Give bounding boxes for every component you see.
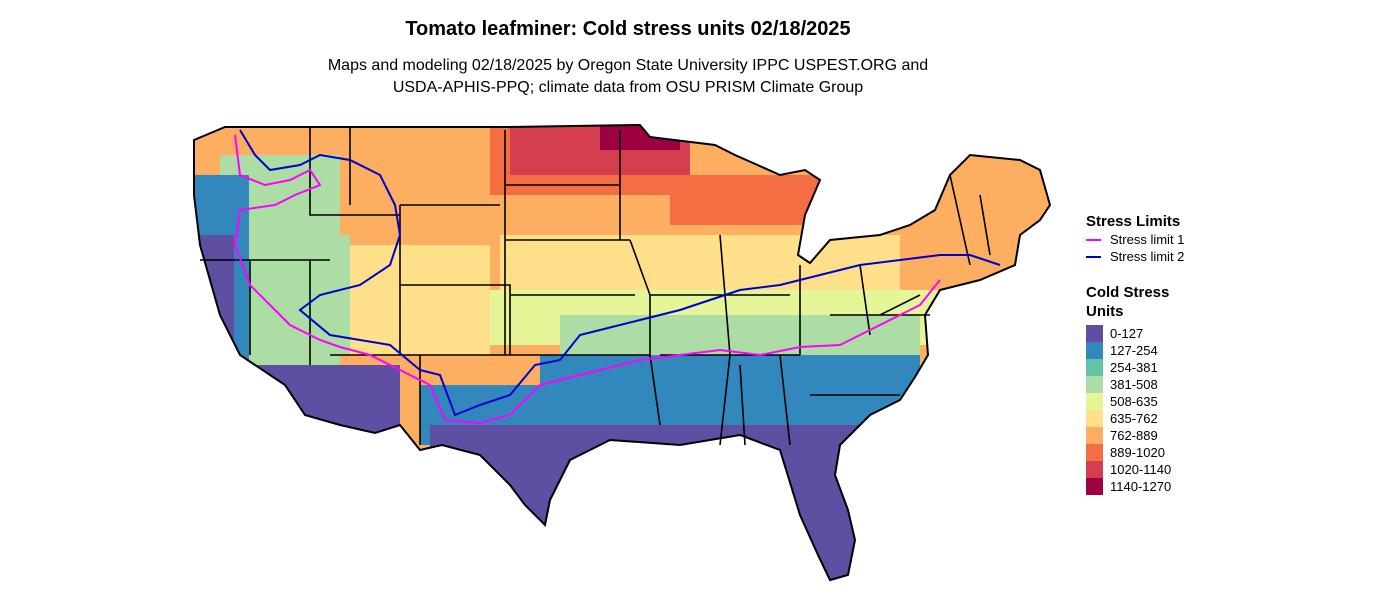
us-cold-stress-map	[180, 115, 1080, 590]
map-subtitle: Maps and modeling 02/18/2025 by Oregon S…	[0, 55, 1256, 99]
subtitle-line-2: USDA-APHIS-PPQ; climate data from OSU PR…	[0, 77, 1256, 99]
legend-color-swatch	[1086, 325, 1103, 342]
legend-line-item: Stress limit 2	[1086, 248, 1184, 265]
legend-color-label: 508-635	[1110, 394, 1158, 409]
legend-color-label: 254-381	[1110, 360, 1158, 375]
legend-color-label: 1140-1270	[1110, 479, 1171, 494]
subtitle-line-1: Maps and modeling 02/18/2025 by Oregon S…	[0, 55, 1256, 77]
legend-color-swatch	[1086, 461, 1103, 478]
legend-color-swatch	[1086, 478, 1103, 495]
cold-stress-units-legend: Cold Stress Units 0-127 127-254 254-381 381…	[1086, 283, 1171, 495]
map-title: Tomato leafminer: Cold stress units 02/1…	[0, 18, 1256, 41]
legend-color-item: 508-635	[1086, 393, 1171, 410]
legend-line-label: Stress limit 1	[1110, 232, 1184, 247]
legend-color-label: 1020-1140	[1110, 462, 1171, 477]
cold-stress-legend-items: 0-127 127-254 254-381 381-508 508-635 635-762…	[1086, 325, 1171, 495]
stress-limits-legend: Stress Limits Stress limit 1 Stress limi…	[1086, 212, 1184, 265]
legend-color-label: 0-127	[1110, 326, 1143, 341]
legend-color-item: 381-508	[1086, 376, 1171, 393]
legend-color-label: 381-508	[1110, 377, 1158, 392]
legend-color-label: 635-762	[1110, 411, 1158, 426]
legend-color-item: 127-254	[1086, 342, 1171, 359]
legend-color-swatch	[1086, 376, 1103, 393]
legend-color-swatch	[1086, 359, 1103, 376]
legend-line-item: Stress limit 1	[1086, 231, 1184, 248]
legend-color-item: 762-889	[1086, 427, 1171, 444]
stress-limit-1-swatch	[1086, 239, 1101, 241]
legend-color-label: 889-1020	[1110, 445, 1165, 460]
legend-color-item: 0-127	[1086, 325, 1171, 342]
legend-color-swatch	[1086, 393, 1103, 410]
stress-limits-legend-title: Stress Limits	[1086, 212, 1184, 231]
stress-limit-2-swatch	[1086, 256, 1101, 258]
legend-color-swatch	[1086, 410, 1103, 427]
legend-line-label: Stress limit 2	[1110, 249, 1184, 264]
legend-color-swatch	[1086, 342, 1103, 359]
legend-color-label: 127-254	[1110, 343, 1158, 358]
legend-color-item: 1140-1270	[1086, 478, 1171, 495]
legend-color-item: 254-381	[1086, 359, 1171, 376]
legend-color-item: 889-1020	[1086, 444, 1171, 461]
legend-color-item: 1020-1140	[1086, 461, 1171, 478]
cold-stress-legend-title-1: Cold Stress	[1086, 283, 1171, 302]
legend-color-swatch	[1086, 444, 1103, 461]
cold-stress-legend-title-2: Units	[1086, 302, 1171, 321]
legend-color-item: 635-762	[1086, 410, 1171, 427]
legend-color-swatch	[1086, 427, 1103, 444]
legend-color-label: 762-889	[1110, 428, 1158, 443]
